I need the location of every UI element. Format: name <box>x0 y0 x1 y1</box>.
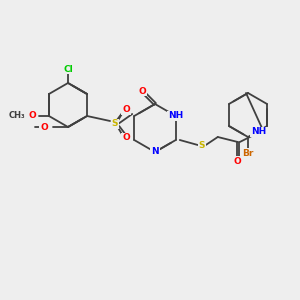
Text: NH: NH <box>251 128 266 136</box>
Text: Cl: Cl <box>63 64 73 74</box>
Text: CH₃: CH₃ <box>8 112 25 121</box>
Text: S: S <box>199 140 205 149</box>
Text: O: O <box>138 86 146 95</box>
Text: S: S <box>112 119 118 128</box>
Text: Br: Br <box>242 148 254 158</box>
Text: O: O <box>234 157 242 166</box>
Text: O: O <box>122 134 130 142</box>
Text: NH: NH <box>168 112 183 121</box>
Text: N: N <box>151 148 159 157</box>
Text: O: O <box>122 106 130 115</box>
Text: O: O <box>28 112 36 121</box>
Text: O: O <box>40 122 48 131</box>
